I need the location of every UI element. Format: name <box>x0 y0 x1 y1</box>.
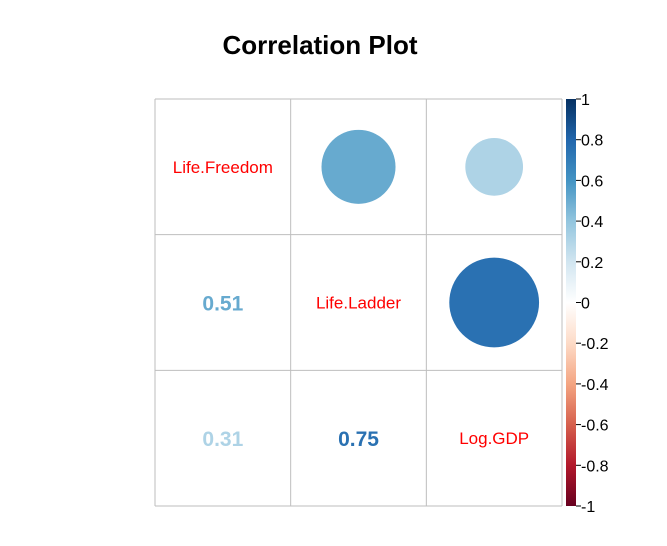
plot-cells: Life.Freedom 0.51 Life.Ladder 0.31 0.75 Log.G… <box>173 129 540 451</box>
colorbar-tick-label: 0.6 <box>581 173 603 190</box>
colorbar: 1 0.8 0.6 0.4 0.2 0 -0.2 -0.4 -0.6 -0.8 -1 <box>566 92 609 516</box>
plot-grid <box>154 98 563 507</box>
colorbar-tick-label: -0.2 <box>581 336 609 353</box>
diag-label: Log.GDP <box>459 429 529 448</box>
colorbar-tick-label: -0.4 <box>581 377 609 394</box>
corr-circle <box>449 257 540 348</box>
colorbar-tick-label: -0.6 <box>581 418 609 435</box>
chart-title: Correlation Plot <box>222 30 417 60</box>
corr-circle <box>465 137 524 196</box>
colorbar-tick-label: -0.8 <box>581 458 609 475</box>
colorbar-tick-label: 1 <box>581 92 590 109</box>
corr-circle <box>321 129 396 204</box>
diag-label: Life.Ladder <box>316 294 401 313</box>
colorbar-tick-label: 0.4 <box>581 214 603 231</box>
colorbar-ticks: 1 0.8 0.6 0.4 0.2 0 -0.2 -0.4 -0.6 -0.8 -1 <box>576 92 609 516</box>
corr-value: 0.31 <box>202 428 243 451</box>
colorbar-tick-label: 0 <box>581 296 590 313</box>
colorbar-tick-label: -1 <box>581 499 595 516</box>
colorbar-tick-label: 0.2 <box>581 255 603 272</box>
colorbar-tick-label: 0.8 <box>581 133 603 150</box>
colorbar-gradient <box>566 99 576 506</box>
diag-label: Life.Freedom <box>173 158 273 177</box>
corr-value: 0.51 <box>202 293 243 316</box>
corr-value: 0.75 <box>338 428 379 451</box>
